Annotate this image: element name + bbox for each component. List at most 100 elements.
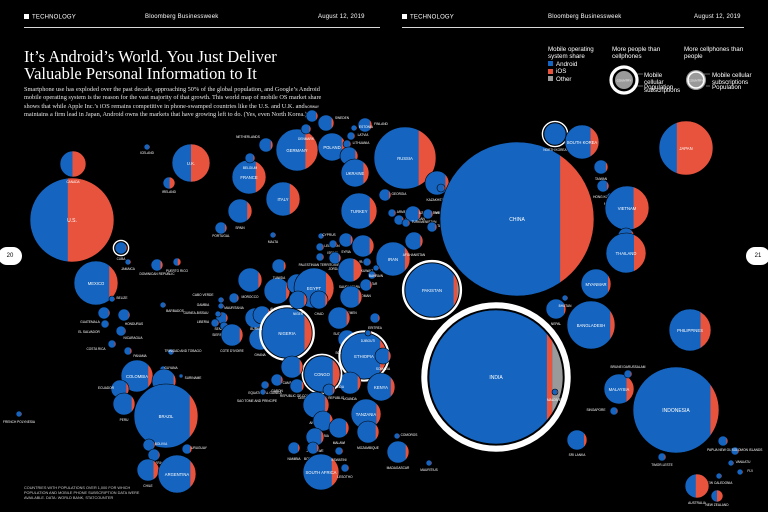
country-bubble-nigeria: NIGERIA [259, 305, 315, 361]
other-share [457, 263, 459, 317]
android-share [316, 243, 324, 251]
legend-bubble-more-people: COUNTRY [609, 65, 643, 95]
bubble-outline [142, 438, 156, 452]
ios-share [177, 258, 181, 266]
android-share [363, 258, 371, 266]
ios-share [190, 444, 192, 454]
country-label-peru: PERU [120, 418, 130, 422]
ios-share [237, 293, 239, 303]
android-share [562, 295, 568, 301]
country-label-malta: MALTA [268, 240, 279, 244]
country-bubble-poland: POLAND [317, 132, 347, 162]
country-label-singapore: SINGAPORE [587, 408, 606, 412]
ios-swatch [548, 68, 553, 74]
country-label-maldives: MALDIVES [547, 398, 563, 402]
bubble-outline [369, 312, 381, 324]
bubble-outline [214, 310, 222, 318]
country-bubble-georgia: GEORGIA [378, 188, 407, 202]
bubble-outline [623, 369, 633, 379]
ios-share [299, 356, 303, 378]
country-label-lesotho: LESOTHO [337, 475, 353, 479]
bubble-outline [375, 241, 411, 277]
bubble-outline [658, 120, 714, 176]
bubble-outline [401, 218, 411, 228]
header-left-rule [24, 27, 380, 28]
bubble-outline [356, 420, 380, 444]
android-share [168, 349, 174, 355]
country-label-bahrain: BAHRAIN [369, 274, 384, 278]
bubble-outline [328, 251, 342, 265]
ios-share [431, 209, 433, 219]
country-label-cabo-verde: CABO VERDE [193, 293, 214, 297]
country-bubble-malta: MALTA [268, 231, 279, 244]
android-share [318, 233, 324, 239]
country-label-morocco: MOROCCO [242, 295, 260, 299]
country-label-guinea-bissau: GUINEA-BISSAU [184, 311, 210, 315]
bubble-outline [340, 192, 378, 230]
ios-share [357, 372, 361, 394]
country-label-bolivia: BOLIVIA [155, 442, 168, 446]
bubble-outline [302, 453, 340, 491]
android-share [259, 138, 273, 152]
ios-share [418, 206, 421, 222]
bubble-outline [328, 239, 338, 249]
other-swatch [548, 76, 553, 82]
android-share [357, 421, 379, 443]
bubble-outline [167, 348, 175, 356]
more-people-ring [401, 259, 463, 321]
android-share [289, 291, 307, 309]
bubble-outline [237, 267, 263, 293]
country-bubble-spain: SPAIN [227, 198, 253, 230]
bubble-outline [315, 242, 325, 252]
country-bubble-vietnam: VIETNAM [604, 185, 650, 231]
country-bubble-uruguay: URUGUAY [181, 443, 208, 455]
android-share [316, 253, 324, 261]
country-bubble-bolivia: BOLIVIA [142, 438, 168, 452]
ios-share [153, 459, 159, 481]
ios-share [378, 313, 380, 323]
android-share [567, 301, 615, 349]
bubble-outline [288, 290, 308, 310]
ios-share [225, 222, 227, 234]
bubble-outline [340, 463, 350, 473]
country-label-philippines: PHILIPPINES [677, 328, 703, 333]
country-label-canada: CANADA [66, 180, 80, 184]
ios-share [358, 286, 362, 308]
country-label-madagascar: MADAGASCAR [387, 466, 410, 470]
bubble-outline [359, 278, 373, 292]
country-label-netherlands: NETHERLANDS [236, 135, 260, 139]
country-bubble-malaysia: MALAYSIA [603, 373, 635, 405]
ios-share [363, 159, 369, 187]
country-bubble-myanmar: MYANMAR [580, 268, 612, 300]
country-label-republic-of-congo: REPUBLIC OF CONGO [280, 394, 315, 398]
country-label-australia: AUSTRALIA [688, 501, 707, 505]
country-bubble-puerto-rico: PUERTO RICO [166, 257, 189, 273]
bubble-outline [123, 346, 133, 356]
bubble-outline [271, 258, 287, 274]
bubble-outline [260, 380, 270, 390]
bubble-outline [306, 441, 320, 455]
country-bubble-kuwait: KUWAIT [361, 257, 373, 273]
country-bubble-turkmenistan: TURKMENISTAN [401, 218, 437, 228]
country-bubble-latvia: LATVIA [346, 131, 369, 141]
bubble-outline [227, 198, 253, 224]
legend-ring [687, 71, 705, 89]
country-label-puerto-rico: PUERTO RICO [166, 269, 189, 273]
ios-share [173, 349, 174, 355]
section-square-icon [24, 14, 29, 19]
country-label-mexico: MEXICO [88, 281, 105, 286]
country-bubble-india: INDIA [421, 302, 571, 452]
country-bubble-nepal: NEPAL [545, 298, 567, 326]
country-bubble-south-africa: SOUTH AFRICA [302, 453, 340, 491]
android-share [370, 313, 380, 323]
android-share [440, 142, 594, 296]
country-bubble-chad: CHAD [309, 290, 329, 316]
bubble-outline [171, 143, 211, 183]
bubble-outline [328, 417, 350, 439]
bubble-outline [580, 268, 612, 300]
android-share [329, 240, 337, 248]
country-bubble-panama: PANAMA [123, 346, 147, 358]
ios-share [281, 374, 283, 386]
ios-share [332, 356, 340, 392]
country-bubble-malawi: MALAWI [328, 417, 350, 445]
